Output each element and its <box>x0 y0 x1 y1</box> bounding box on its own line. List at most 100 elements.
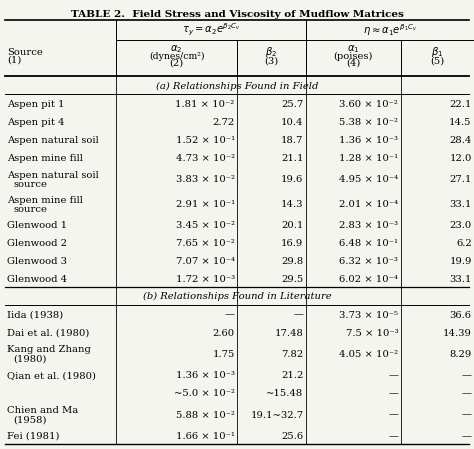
Text: 19.6: 19.6 <box>281 175 303 185</box>
Text: 1.75: 1.75 <box>212 350 235 359</box>
Text: (b) Relationships Found in Literature: (b) Relationships Found in Literature <box>143 292 331 301</box>
Text: 12.0: 12.0 <box>449 154 472 163</box>
Text: 4.73 × 10⁻²: 4.73 × 10⁻² <box>175 154 235 163</box>
Text: 5.38 × 10⁻²: 5.38 × 10⁻² <box>339 118 398 127</box>
Text: Aspen mine fill: Aspen mine fill <box>7 154 83 163</box>
Text: Glenwood 4: Glenwood 4 <box>7 275 67 284</box>
Text: 33.1: 33.1 <box>449 200 472 209</box>
Text: 5.88 × 10⁻²: 5.88 × 10⁻² <box>176 410 235 420</box>
Text: 25.7: 25.7 <box>281 100 303 109</box>
Text: 21.1: 21.1 <box>281 154 303 163</box>
Text: (poises): (poises) <box>333 52 373 61</box>
Text: 6.02 × 10⁻⁴: 6.02 × 10⁻⁴ <box>339 275 398 284</box>
Text: source: source <box>13 180 47 189</box>
Text: 20.1: 20.1 <box>281 221 303 230</box>
Text: —: — <box>293 311 303 320</box>
Text: Iida (1938): Iida (1938) <box>7 311 64 320</box>
Text: (a) Relationships Found in Field: (a) Relationships Found in Field <box>156 82 318 91</box>
Text: Qian et al. (1980): Qian et al. (1980) <box>7 371 96 380</box>
Text: Kang and Zhang: Kang and Zhang <box>7 345 91 355</box>
Text: (1): (1) <box>7 55 21 64</box>
Text: (2): (2) <box>169 59 184 68</box>
Text: (1980): (1980) <box>13 354 47 364</box>
Text: 1.72 × 10⁻³: 1.72 × 10⁻³ <box>175 275 235 284</box>
Text: 7.82: 7.82 <box>281 350 303 359</box>
Text: 2.01 × 10⁻⁴: 2.01 × 10⁻⁴ <box>339 200 398 209</box>
Text: 1.36 × 10⁻³: 1.36 × 10⁻³ <box>339 136 398 145</box>
Text: source: source <box>13 204 47 214</box>
Text: 29.5: 29.5 <box>281 275 303 284</box>
Text: (4): (4) <box>346 59 360 68</box>
Text: (5): (5) <box>430 56 445 65</box>
Text: 29.8: 29.8 <box>281 257 303 266</box>
Text: 3.83 × 10⁻²: 3.83 × 10⁻² <box>176 175 235 185</box>
Text: 27.1: 27.1 <box>449 175 472 185</box>
Text: (dynes/cm²): (dynes/cm²) <box>149 52 204 61</box>
Text: 1.81 × 10⁻²: 1.81 × 10⁻² <box>175 100 235 109</box>
Text: —: — <box>225 311 235 320</box>
Text: (1958): (1958) <box>13 415 47 424</box>
Text: 2.83 × 10⁻³: 2.83 × 10⁻³ <box>339 221 398 230</box>
Text: Aspen pit 1: Aspen pit 1 <box>7 100 64 109</box>
Text: $\tau_y = \alpha_2 e^{\beta_2 C_v}$: $\tau_y = \alpha_2 e^{\beta_2 C_v}$ <box>182 22 240 39</box>
Text: 4.05 × 10⁻²: 4.05 × 10⁻² <box>339 350 398 359</box>
Text: 6.48 × 10⁻¹: 6.48 × 10⁻¹ <box>339 239 398 248</box>
Text: $\eta \approx \alpha_1 e^{\beta_1 C_v}$: $\eta \approx \alpha_1 e^{\beta_1 C_v}$ <box>363 22 417 38</box>
Text: 3.60 × 10⁻²: 3.60 × 10⁻² <box>339 100 398 109</box>
Text: 2.91 × 10⁻¹: 2.91 × 10⁻¹ <box>175 200 235 209</box>
Text: Source: Source <box>7 48 43 57</box>
Text: Chien and Ma: Chien and Ma <box>7 406 78 415</box>
Text: 4.95 × 10⁻⁴: 4.95 × 10⁻⁴ <box>339 175 398 185</box>
Text: —: — <box>388 410 398 420</box>
Text: 14.5: 14.5 <box>449 118 472 127</box>
Text: 7.65 × 10⁻²: 7.65 × 10⁻² <box>176 239 235 248</box>
Text: 8.29: 8.29 <box>449 350 472 359</box>
Text: Dai et al. (1980): Dai et al. (1980) <box>7 329 90 338</box>
Text: 21.2: 21.2 <box>281 371 303 380</box>
Text: 14.39: 14.39 <box>443 329 472 338</box>
Text: 10.4: 10.4 <box>281 118 303 127</box>
Text: 19.1~32.7: 19.1~32.7 <box>250 410 303 420</box>
Text: Glenwood 3: Glenwood 3 <box>7 257 67 266</box>
Text: 14.3: 14.3 <box>281 200 303 209</box>
Text: —: — <box>462 410 472 420</box>
Text: Fei (1981): Fei (1981) <box>7 432 60 441</box>
Text: 28.4: 28.4 <box>449 136 472 145</box>
Text: —: — <box>388 389 398 398</box>
Text: $\beta_2$: $\beta_2$ <box>265 44 277 59</box>
Text: 1.52 × 10⁻¹: 1.52 × 10⁻¹ <box>175 136 235 145</box>
Text: 33.1: 33.1 <box>449 275 472 284</box>
Text: ~5.0 × 10⁻²: ~5.0 × 10⁻² <box>173 389 235 398</box>
Text: 1.36 × 10⁻³: 1.36 × 10⁻³ <box>176 371 235 380</box>
Text: 22.1: 22.1 <box>449 100 472 109</box>
Text: 2.60: 2.60 <box>212 329 235 338</box>
Text: 6.32 × 10⁻³: 6.32 × 10⁻³ <box>339 257 398 266</box>
Text: $\alpha_1$: $\alpha_1$ <box>347 43 359 55</box>
Text: TABLE 2.  Field Stress and Viscosity of Mudflow Matrices: TABLE 2. Field Stress and Viscosity of M… <box>71 10 403 19</box>
Text: ~15.48: ~15.48 <box>266 389 303 398</box>
Text: —: — <box>462 389 472 398</box>
Text: Glenwood 2: Glenwood 2 <box>7 239 67 248</box>
Text: 1.28 × 10⁻¹: 1.28 × 10⁻¹ <box>339 154 398 163</box>
Text: 18.7: 18.7 <box>281 136 303 145</box>
Text: —: — <box>388 371 398 380</box>
Text: 16.9: 16.9 <box>281 239 303 248</box>
Text: 3.45 × 10⁻²: 3.45 × 10⁻² <box>175 221 235 230</box>
Text: Aspen natural soil: Aspen natural soil <box>7 171 99 180</box>
Text: 7.5 × 10⁻³: 7.5 × 10⁻³ <box>346 329 398 338</box>
Text: Glenwood 1: Glenwood 1 <box>7 221 67 230</box>
Text: (3): (3) <box>264 56 279 65</box>
Text: Aspen natural soil: Aspen natural soil <box>7 136 99 145</box>
Text: 23.0: 23.0 <box>449 221 472 230</box>
Text: —: — <box>388 432 398 441</box>
Text: —: — <box>462 432 472 441</box>
Text: 3.73 × 10⁻⁵: 3.73 × 10⁻⁵ <box>339 311 398 320</box>
Text: Aspen mine fill: Aspen mine fill <box>7 195 83 205</box>
Text: —: — <box>462 371 472 380</box>
Text: 7.07 × 10⁻⁴: 7.07 × 10⁻⁴ <box>176 257 235 266</box>
Text: $\beta_1$: $\beta_1$ <box>431 44 443 59</box>
Text: 2.72: 2.72 <box>212 118 235 127</box>
Text: 19.9: 19.9 <box>449 257 472 266</box>
Text: 36.6: 36.6 <box>450 311 472 320</box>
Text: 17.48: 17.48 <box>274 329 303 338</box>
